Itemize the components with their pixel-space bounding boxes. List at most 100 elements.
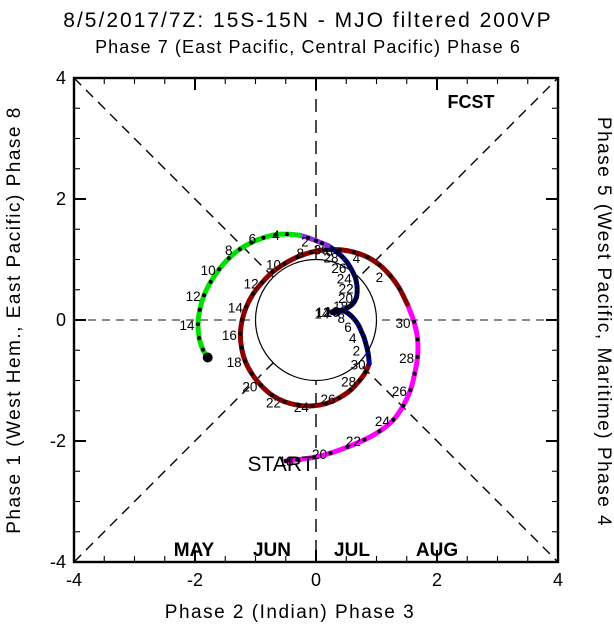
day-dot-jul	[335, 310, 340, 315]
right-axis-title: Phase 5 (West Pacific, Maritime) Phase 4	[593, 117, 614, 527]
day-label-jul: 20	[338, 291, 353, 306]
day-dot-jul	[363, 341, 368, 345]
day-dot-jun	[295, 255, 300, 260]
left-axis-title: Phase 1 (West Hem., East Pacific) Phase …	[4, 106, 25, 534]
day-dot-aug	[314, 238, 318, 243]
day-dot-jul	[349, 302, 354, 307]
day-dot-may	[415, 354, 420, 359]
day-dot-jun	[269, 393, 274, 397]
day-dot-fcst	[226, 256, 231, 261]
day-label-may: 24	[375, 414, 391, 429]
day-dot-jul	[344, 259, 349, 264]
day-dot-jul	[354, 295, 359, 299]
day-dot-may	[412, 371, 417, 376]
day-label-may: 22	[346, 434, 361, 449]
day-dot-fcst	[197, 307, 202, 312]
day-dot-may	[362, 437, 367, 442]
day-dot-jun	[324, 401, 329, 406]
day-dot-jul	[345, 305, 350, 310]
day-label-fcst: 4	[272, 228, 280, 243]
x-tick-label: -2	[187, 570, 203, 590]
day-dot-may	[312, 455, 317, 460]
day-dot-may	[295, 457, 300, 462]
y-tick-label: 0	[56, 310, 66, 330]
day-label-fcst: 12	[186, 289, 201, 304]
x-tick-label: -4	[66, 570, 82, 590]
y-tick-label: -2	[50, 431, 66, 451]
x-tick-label: 4	[553, 570, 563, 590]
day-dot-jun	[357, 378, 362, 383]
day-dot-jul	[347, 264, 352, 269]
day-label-fcst: 6	[249, 232, 257, 247]
day-dot-jul	[361, 334, 366, 339]
day-dot-fcst	[208, 279, 213, 284]
day-dot-jul	[340, 254, 344, 259]
day-dot-aug	[320, 241, 325, 246]
day-dot-jun	[249, 371, 254, 376]
day-dot-may	[328, 451, 333, 456]
day-label-jun: 14	[228, 301, 244, 316]
day-label-jun: 28	[341, 375, 356, 390]
day-dot-fcst	[200, 347, 205, 352]
day-dot-jul	[340, 308, 345, 313]
day-label-jun: 6	[325, 244, 333, 259]
day-dot-jul	[353, 275, 358, 280]
day-dot-jun	[260, 280, 265, 285]
unit-circle	[254, 258, 378, 382]
day-dot-fcst	[202, 293, 207, 298]
day-dot-fcst	[197, 336, 202, 341]
day-dot-may	[401, 403, 406, 408]
day-dot-jun	[238, 331, 243, 336]
day-label-jul: 22	[339, 281, 354, 296]
day-dot-jul	[330, 310, 335, 315]
day-dot-jul	[353, 319, 358, 324]
fcst-annotation: FCST	[448, 92, 495, 112]
day-label-jul: 12	[316, 305, 331, 320]
day-label-jun: 18	[227, 355, 242, 370]
start-annotation: START	[248, 453, 315, 476]
day-dot-jun	[388, 273, 393, 278]
day-dot-jul	[330, 246, 335, 251]
bottom-axis-title: Phase 2 (Indian) Phase 3	[165, 602, 415, 623]
day-dot-jul	[366, 354, 371, 359]
y-tick-label: 2	[56, 189, 66, 209]
day-label-jul: 6	[344, 320, 352, 335]
day-dot-fcst	[196, 322, 200, 327]
day-dot-jul	[354, 280, 359, 285]
day-label-jul: 10	[325, 305, 340, 320]
day-label-fcst: 10	[201, 263, 216, 278]
day-dot-fcst	[249, 240, 254, 245]
day-dot-jul	[352, 299, 357, 304]
day-dot-may	[415, 337, 420, 342]
day-label-may: 30	[395, 316, 410, 331]
day-dot-fcst	[217, 267, 222, 272]
day-dot-fcst	[261, 235, 266, 240]
day-dot-jun	[377, 262, 382, 267]
day-label-jul: 2	[353, 344, 361, 359]
day-label-may: 28	[399, 351, 414, 366]
day-dot-jun	[348, 388, 353, 393]
day-label-fcst: 14	[179, 318, 195, 333]
day-dot-jun	[244, 304, 249, 309]
day-dot-jun	[243, 359, 248, 364]
day-dot-jun	[397, 286, 402, 291]
day-label-jun: 22	[266, 396, 281, 411]
day-dot-jun	[240, 318, 245, 322]
day-label-jun: 16	[222, 328, 237, 343]
day-label-may: 18	[279, 454, 294, 469]
day-label-may: 20	[312, 447, 327, 462]
day-dot-jun	[296, 403, 301, 408]
day-dot-may	[391, 417, 396, 422]
day-dot-jun	[282, 399, 287, 404]
legend-item-jul: JUL	[334, 540, 370, 561]
day-dot-jul	[346, 311, 351, 316]
day-label-jun: 8	[296, 246, 304, 261]
day-label-jul: 4	[349, 331, 357, 346]
day-dot-jun	[309, 250, 314, 255]
day-dot-jul	[355, 285, 360, 290]
day-label-jun: 30	[351, 358, 366, 373]
day-label-jun: 12	[244, 277, 259, 292]
day-label-jul: 24	[337, 272, 353, 287]
day-dot-may	[283, 459, 288, 463]
x-tick-label: 0	[311, 570, 321, 590]
